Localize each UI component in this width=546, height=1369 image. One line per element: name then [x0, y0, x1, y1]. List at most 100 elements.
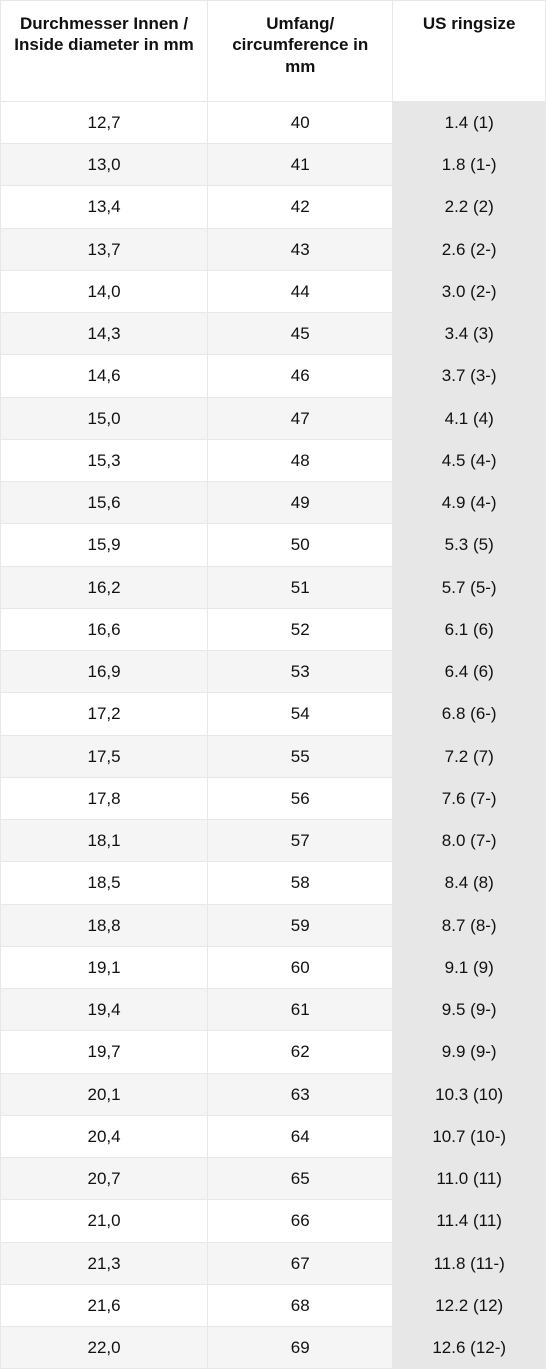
table-cell: 1.4 (1): [393, 101, 546, 143]
table-cell: 21,6: [1, 1284, 208, 1326]
table-cell: 5.3 (5): [393, 524, 546, 566]
table-cell: 14,6: [1, 355, 208, 397]
table-cell: 15,0: [1, 397, 208, 439]
table-row: 21,66812.2 (12): [1, 1284, 546, 1326]
table-cell: 20,7: [1, 1158, 208, 1200]
table-cell: 53: [208, 651, 393, 693]
table-cell: 6.1 (6): [393, 608, 546, 650]
table-cell: 41: [208, 144, 393, 186]
table-cell: 43: [208, 228, 393, 270]
table-cell: 52: [208, 608, 393, 650]
table-cell: 13,7: [1, 228, 208, 270]
table-row: 17,5557.2 (7): [1, 735, 546, 777]
table-row: 13,0411.8 (1-): [1, 144, 546, 186]
table-cell: 12.2 (12): [393, 1284, 546, 1326]
table-cell: 7.6 (7-): [393, 777, 546, 819]
table-cell: 57: [208, 820, 393, 862]
table-cell: 18,8: [1, 904, 208, 946]
table-row: 18,5588.4 (8): [1, 862, 546, 904]
table-cell: 62: [208, 1031, 393, 1073]
table-cell: 66: [208, 1200, 393, 1242]
table-cell: 3.0 (2-): [393, 270, 546, 312]
table-row: 13,7432.6 (2-): [1, 228, 546, 270]
table-cell: 6.8 (6-): [393, 693, 546, 735]
table-cell: 11.4 (11): [393, 1200, 546, 1242]
table-cell: 40: [208, 101, 393, 143]
table-cell: 51: [208, 566, 393, 608]
table-cell: 16,2: [1, 566, 208, 608]
table-row: 16,6526.1 (6): [1, 608, 546, 650]
table-cell: 55: [208, 735, 393, 777]
table-cell: 13,4: [1, 186, 208, 228]
table-row: 20,46410.7 (10-): [1, 1115, 546, 1157]
table-cell: 7.2 (7): [393, 735, 546, 777]
column-header-diameter: Durchmesser Innen / Inside diameter in m…: [1, 1, 208, 102]
table-cell: 3.4 (3): [393, 313, 546, 355]
ring-size-table: Durchmesser Innen / Inside diameter in m…: [0, 0, 546, 1369]
table-row: 17,2546.8 (6-): [1, 693, 546, 735]
table-cell: 59: [208, 904, 393, 946]
table-cell: 13,0: [1, 144, 208, 186]
table-row: 18,1578.0 (7-): [1, 820, 546, 862]
table-cell: 67: [208, 1242, 393, 1284]
table-cell: 50: [208, 524, 393, 566]
table-cell: 65: [208, 1158, 393, 1200]
table-cell: 11.0 (11): [393, 1158, 546, 1200]
table-cell: 19,7: [1, 1031, 208, 1073]
column-header-us-ringsize: US ringsize: [393, 1, 546, 102]
table-cell: 12,7: [1, 101, 208, 143]
table-cell: 69: [208, 1327, 393, 1369]
table-row: 15,6494.9 (4-): [1, 482, 546, 524]
table-cell: 15,3: [1, 439, 208, 481]
table-cell: 4.5 (4-): [393, 439, 546, 481]
table-cell: 2.6 (2-): [393, 228, 546, 270]
table-cell: 18,1: [1, 820, 208, 862]
table-cell: 16,9: [1, 651, 208, 693]
table-cell: 9.9 (9-): [393, 1031, 546, 1073]
table-header-row: Durchmesser Innen / Inside diameter in m…: [1, 1, 546, 102]
table-row: 16,9536.4 (6): [1, 651, 546, 693]
column-header-circumference: Umfang/ circumference in mm: [208, 1, 393, 102]
table-cell: 45: [208, 313, 393, 355]
table-cell: 21,0: [1, 1200, 208, 1242]
table-cell: 47: [208, 397, 393, 439]
table-cell: 17,8: [1, 777, 208, 819]
table-cell: 4.9 (4-): [393, 482, 546, 524]
table-cell: 54: [208, 693, 393, 735]
table-row: 18,8598.7 (8-): [1, 904, 546, 946]
table-cell: 42: [208, 186, 393, 228]
table-cell: 20,1: [1, 1073, 208, 1115]
table-row: 14,6463.7 (3-): [1, 355, 546, 397]
table-cell: 18,5: [1, 862, 208, 904]
table-cell: 3.7 (3-): [393, 355, 546, 397]
table-cell: 63: [208, 1073, 393, 1115]
table-cell: 17,5: [1, 735, 208, 777]
table-row: 19,7629.9 (9-): [1, 1031, 546, 1073]
table-cell: 22,0: [1, 1327, 208, 1369]
table-cell: 15,9: [1, 524, 208, 566]
table-cell: 14,0: [1, 270, 208, 312]
table-cell: 21,3: [1, 1242, 208, 1284]
table-cell: 10.7 (10-): [393, 1115, 546, 1157]
table-cell: 64: [208, 1115, 393, 1157]
table-row: 16,2515.7 (5-): [1, 566, 546, 608]
table-cell: 19,1: [1, 946, 208, 988]
table-row: 21,36711.8 (11-): [1, 1242, 546, 1284]
table-row: 19,4619.5 (9-): [1, 989, 546, 1031]
table-cell: 48: [208, 439, 393, 481]
table-cell: 9.5 (9-): [393, 989, 546, 1031]
table-row: 20,16310.3 (10): [1, 1073, 546, 1115]
table-cell: 8.4 (8): [393, 862, 546, 904]
table-cell: 44: [208, 270, 393, 312]
table-row: 17,8567.6 (7-): [1, 777, 546, 819]
table-cell: 58: [208, 862, 393, 904]
table-cell: 49: [208, 482, 393, 524]
table-row: 20,76511.0 (11): [1, 1158, 546, 1200]
table-cell: 15,6: [1, 482, 208, 524]
table-row: 22,06912.6 (12-): [1, 1327, 546, 1369]
table-cell: 11.8 (11-): [393, 1242, 546, 1284]
table-cell: 20,4: [1, 1115, 208, 1157]
table-cell: 8.7 (8-): [393, 904, 546, 946]
table-cell: 10.3 (10): [393, 1073, 546, 1115]
table-row: 15,9505.3 (5): [1, 524, 546, 566]
